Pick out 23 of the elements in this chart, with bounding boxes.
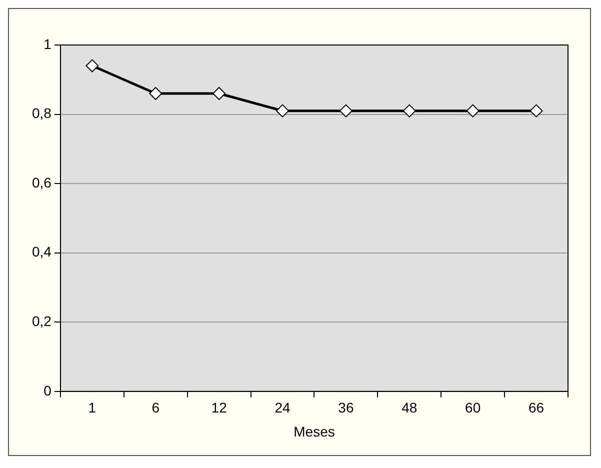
point [149, 86, 162, 100]
y-tick-label: 1 [44, 36, 52, 52]
x-tick-label: 6 [152, 400, 160, 416]
point [339, 104, 352, 118]
point [530, 104, 543, 118]
x-tick-label: 36 [338, 400, 354, 416]
y-tick-label: 0 [44, 382, 52, 398]
y-tick-label: 0,4 [32, 244, 52, 260]
x-tick-label: 12 [211, 400, 228, 416]
y-tick-label: 0,2 [32, 312, 52, 329]
point [212, 86, 226, 100]
x-tick-label: 1 [88, 400, 96, 416]
point [402, 104, 416, 118]
y-tick-label: 0,6 [32, 174, 52, 190]
x-tick-label: 48 [402, 400, 418, 416]
x-tick-label: 24 [274, 400, 291, 416]
x-tick-label: 66 [528, 400, 544, 416]
point [86, 59, 99, 72]
x-tick-label: 60 [465, 400, 481, 416]
point [276, 104, 290, 118]
y-tick-label: 0,8 [32, 105, 52, 122]
x-axis-title: Meses [294, 423, 335, 440]
point [466, 104, 480, 118]
